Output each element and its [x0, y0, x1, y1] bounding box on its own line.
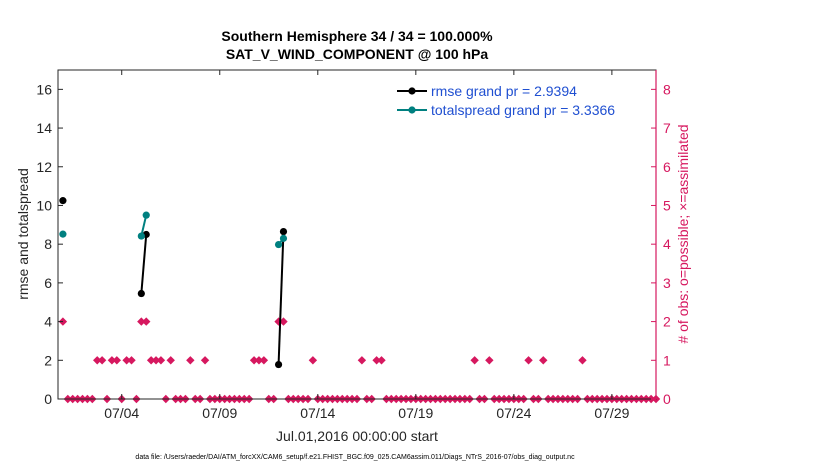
rmse-line-segment — [277, 231, 285, 365]
spread-point — [142, 211, 150, 219]
y-tick-label-right: 1 — [663, 352, 671, 368]
y-tick-label-left: 4 — [44, 314, 52, 330]
y-tick-label-left: 0 — [44, 391, 52, 407]
obs-marker — [142, 317, 151, 326]
obs-marker — [200, 356, 210, 365]
chart-title-line2: SAT_V_WIND_COMPONENT @ 100 hPa — [226, 46, 489, 62]
y-tick-label-left: 16 — [36, 81, 52, 97]
y-tick-label-left: 14 — [36, 120, 52, 136]
x-axis-label: Jul.01,2016 00:00:00 start — [276, 428, 438, 444]
y-tick-label-right: 4 — [663, 236, 671, 252]
obs-marker — [372, 356, 381, 365]
spread-point — [274, 240, 283, 249]
y-axis-label-left: rmse and totalspread — [15, 168, 31, 300]
chart-title-line1: Southern Hemisphere 34 / 34 = 100.000% — [221, 28, 493, 44]
y-tick-label-right: 7 — [663, 120, 671, 136]
rmse-line-segment — [140, 234, 148, 294]
spread-point — [59, 230, 67, 238]
y-tick-label-left: 12 — [36, 159, 52, 175]
y-tick-label-right: 5 — [663, 197, 671, 213]
obs-marker — [357, 356, 367, 365]
obs-marker — [539, 356, 548, 365]
obs-marker — [93, 356, 102, 365]
obs-marker — [470, 356, 479, 365]
obs-marker — [259, 356, 269, 365]
y-tick-label-right: 8 — [663, 81, 671, 97]
obs-marker — [151, 356, 161, 365]
legend-label-rmse: rmse grand pr = 2.9394 — [431, 83, 577, 99]
y-tick-label-left: 10 — [36, 197, 52, 213]
x-tick-label: 07/04 — [104, 405, 139, 421]
rmse-point — [59, 197, 67, 205]
obs-marker — [524, 356, 533, 365]
legend-marker-rmse — [408, 87, 416, 95]
axes: 07/04 07/09 07/14 07/19 07/24 07/290246810121… — [36, 69, 671, 421]
obs-marker — [146, 356, 156, 365]
obs-marker — [578, 356, 587, 365]
obs-marker — [137, 317, 146, 326]
y-tick-label-right: 6 — [663, 159, 671, 175]
legend: rmse grand pr = 2.9394 totalspread grand … — [397, 83, 615, 118]
obs-marker — [279, 317, 288, 326]
series-lines — [59, 197, 288, 369]
obs-marker — [127, 356, 136, 365]
y-tick-label-left: 8 — [44, 236, 52, 252]
legend-marker-spread — [408, 106, 416, 114]
obs-marker — [254, 356, 264, 365]
obs-marker — [112, 356, 122, 365]
y-tick-label-left: 2 — [44, 352, 52, 368]
legend-label-spread: totalspread grand pr = 3.3366 — [431, 102, 615, 118]
obs-marker — [308, 356, 318, 365]
obs-marker — [166, 356, 175, 365]
x-tick-label: 07/29 — [594, 405, 629, 421]
obs-marker — [122, 356, 131, 365]
y-tick-label-right: 0 — [663, 391, 671, 407]
rmse-point — [274, 360, 283, 369]
x-tick-label: 07/09 — [202, 405, 237, 421]
obs-marker — [107, 356, 117, 365]
spread-point — [279, 234, 288, 242]
y-tick-label-left: 6 — [44, 275, 52, 291]
plot-background — [58, 70, 656, 399]
rmse-point — [279, 227, 288, 236]
obs-marker — [186, 356, 195, 365]
footer-data-file: data file: /Users/raeder/DAI/ATM_forcXX/… — [135, 454, 575, 461]
rmse-point — [137, 289, 145, 298]
obs-marker — [97, 356, 107, 365]
y-tick-label-right: 3 — [663, 275, 671, 291]
spread-point — [137, 232, 145, 240]
obs-marker — [156, 356, 166, 365]
obs-marker — [377, 356, 386, 365]
x-tick-label: 07/24 — [496, 405, 531, 421]
y-tick-label-right: 2 — [663, 314, 671, 330]
x-tick-label: 07/14 — [300, 405, 335, 421]
x-tick-label: 07/19 — [398, 405, 433, 421]
y-axis-label-right: # of obs: o=possible; ×=assimilated — [675, 124, 691, 343]
obs-marker — [485, 356, 494, 365]
obs-marker — [249, 356, 259, 365]
